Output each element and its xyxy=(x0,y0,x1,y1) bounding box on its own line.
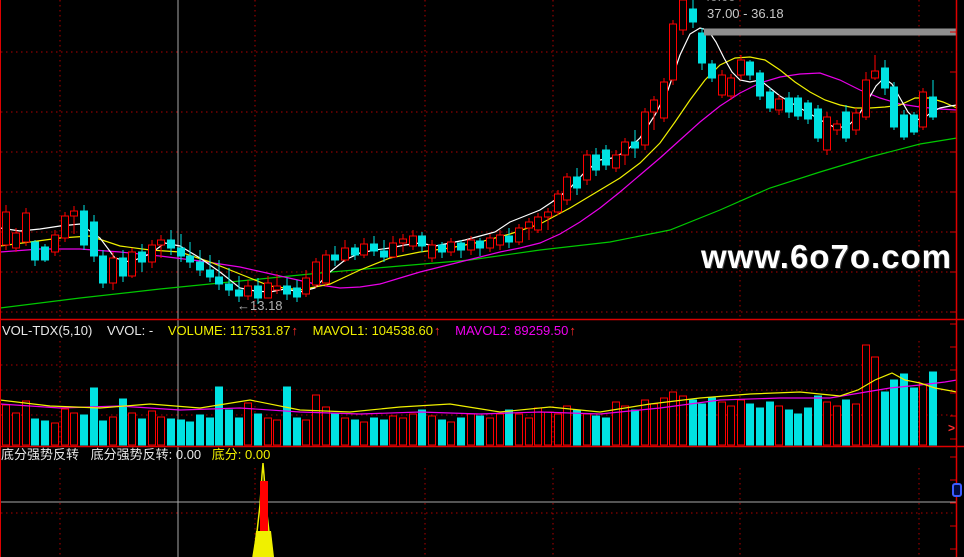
volume-value: VOLUME: 117531.87 xyxy=(167,323,291,338)
volume-panel-header: VOL-TDX(5,10) VVOL: - VOLUME: 117531.87↑… xyxy=(2,324,576,338)
volume-up-arrow-icon: ↑ xyxy=(291,323,298,338)
candlestick-series xyxy=(2,0,937,304)
signal-spike xyxy=(252,462,274,557)
volume-bar-series xyxy=(2,344,937,446)
indicator-value1: 底分强势反转: 0.00 xyxy=(90,447,202,462)
scroll-right-icon[interactable]: > xyxy=(948,421,956,435)
watermark: www.6o7o.com xyxy=(701,238,952,275)
volume-ma-lines xyxy=(0,372,958,415)
low-price-label: ←13.18 xyxy=(237,298,283,313)
vvol-value: VVOL: - xyxy=(106,323,154,338)
clipped-price-label: 40.00 xyxy=(703,0,736,3)
scrollbar-button[interactable] xyxy=(952,483,962,497)
mavol1-value: MAVOL1: 104538.60 xyxy=(312,323,434,338)
indicator-value2: 底分: 0.00 xyxy=(211,447,271,462)
indicator-name[interactable]: 底分强势反转 xyxy=(1,447,80,462)
mavol1-up-arrow-icon: ↑ xyxy=(434,323,441,338)
mavol2-value: MAVOL2: 89259.50 xyxy=(455,323,569,338)
mavol2-up-arrow-icon: ↑ xyxy=(569,323,576,338)
price-marker-bar xyxy=(704,28,957,36)
price-range-label: 37.00 - 36.18 xyxy=(707,6,784,21)
volume-indicator-name[interactable]: VOL-TDX(5,10) xyxy=(2,323,93,338)
indicator-panel-header: 底分强势反转 底分强势反转: 0.00 底分: 0.00 xyxy=(1,448,270,462)
